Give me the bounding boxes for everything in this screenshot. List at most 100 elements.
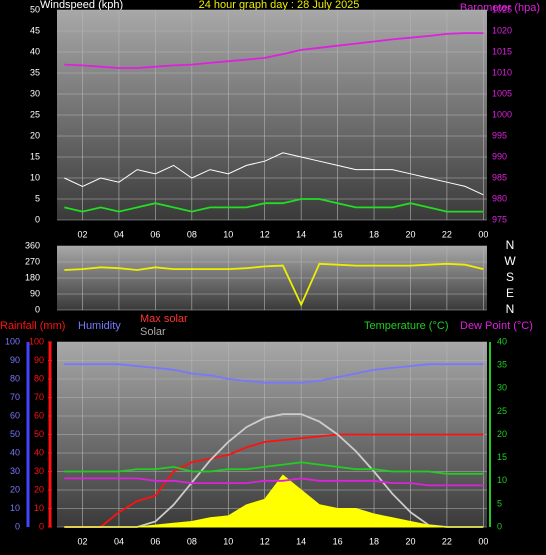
y2-tick-label: 990 bbox=[492, 151, 507, 161]
x-tick-label: 10 bbox=[223, 536, 233, 546]
compass-label: N bbox=[506, 302, 515, 316]
legend-entry: Max solar bbox=[140, 313, 188, 325]
rain-tick-label: 40 bbox=[34, 447, 44, 457]
x-tick-label: 04 bbox=[114, 229, 124, 239]
y2-tick-label: 975 bbox=[492, 214, 507, 224]
x-tick-label: 18 bbox=[369, 229, 379, 239]
y-tick-label: 60 bbox=[10, 410, 20, 420]
x-tick-label: 12 bbox=[260, 229, 270, 239]
y-tick-label: 40 bbox=[30, 46, 40, 56]
y-tick-label: 100 bbox=[5, 336, 20, 346]
y2-tick-label: 1005 bbox=[492, 88, 512, 98]
y-tick-label: 30 bbox=[30, 88, 40, 98]
legend-entry: Temperature (°C) bbox=[364, 320, 448, 332]
y-tick-label: 70 bbox=[10, 392, 20, 402]
rain-tick-label: 100 bbox=[29, 336, 44, 346]
y-tick-label: 80 bbox=[10, 373, 20, 383]
wind-label: Windspeed (kph) bbox=[40, 0, 123, 11]
y2-tick-label: 15 bbox=[497, 452, 507, 462]
y-tick-label: 0 bbox=[15, 521, 20, 531]
x-tick-label: 08 bbox=[187, 536, 197, 546]
compass-label: W bbox=[504, 254, 516, 268]
x-tick-label: 08 bbox=[187, 229, 197, 239]
y-tick-label: 90 bbox=[10, 355, 20, 365]
x-tick-label: 06 bbox=[150, 229, 160, 239]
legend-entry: Rainfall (mm) bbox=[0, 320, 65, 332]
x-tick-label: 02 bbox=[78, 229, 88, 239]
rain-tick-label: 60 bbox=[34, 410, 44, 420]
x-tick-label: 14 bbox=[296, 229, 306, 239]
x-tick-label: 14 bbox=[296, 536, 306, 546]
y-tick-label: 10 bbox=[30, 172, 40, 182]
x-tick-label: 22 bbox=[442, 229, 452, 239]
y2-tick-label: 1020 bbox=[492, 25, 512, 35]
compass-label: E bbox=[506, 286, 514, 300]
y2-tick-label: 1010 bbox=[492, 67, 512, 77]
x-tick-label: 10 bbox=[223, 229, 233, 239]
y-tick-label: 10 bbox=[10, 503, 20, 513]
x-tick-label: 20 bbox=[405, 229, 415, 239]
y2-tick-label: 30 bbox=[497, 383, 507, 393]
y-tick-label: 15 bbox=[30, 151, 40, 161]
y2-tick-label: 1000 bbox=[492, 109, 512, 119]
rain-tick-label: 50 bbox=[34, 429, 44, 439]
y-tick-label: 30 bbox=[10, 466, 20, 476]
rain-tick-label: 20 bbox=[34, 484, 44, 494]
y-tick-label: 45 bbox=[30, 25, 40, 35]
y-tick-label: 270 bbox=[25, 256, 40, 266]
y2-tick-label: 0 bbox=[497, 521, 502, 531]
y2-tick-label: 25 bbox=[497, 406, 507, 416]
rain-tick-label: 30 bbox=[34, 466, 44, 476]
rain-tick-label: 10 bbox=[34, 503, 44, 513]
rain-tick-label: 80 bbox=[34, 373, 44, 383]
y-tick-label: 5 bbox=[35, 193, 40, 203]
legend-entry: Humidity bbox=[78, 320, 121, 332]
y2-tick-label: 5 bbox=[497, 498, 502, 508]
x-tick-label: 20 bbox=[405, 536, 415, 546]
y2-tick-label: 1015 bbox=[492, 46, 512, 56]
x-tick-label: 18 bbox=[369, 536, 379, 546]
y2-tick-label: 35 bbox=[497, 360, 507, 370]
y-tick-label: 50 bbox=[30, 4, 40, 14]
y-tick-label: 20 bbox=[30, 130, 40, 140]
y-tick-label: 0 bbox=[35, 304, 40, 314]
rain-tick-label: 0 bbox=[39, 521, 44, 531]
series-line bbox=[64, 477, 484, 487]
y2-tick-label: 985 bbox=[492, 172, 507, 182]
x-tick-label: 06 bbox=[150, 536, 160, 546]
compass-label: S bbox=[506, 270, 514, 284]
y2-tick-label: 995 bbox=[492, 130, 507, 140]
y2-tick-label: 10 bbox=[497, 475, 507, 485]
series-line bbox=[64, 152, 484, 196]
series-line bbox=[64, 433, 484, 528]
y2-tick-label: 20 bbox=[497, 429, 507, 439]
series-line bbox=[64, 198, 484, 213]
y-tick-label: 25 bbox=[30, 109, 40, 119]
series-line bbox=[64, 363, 484, 384]
solar-area bbox=[64, 474, 484, 528]
chart-title: 24 hour graph day : 28 July 2025 bbox=[199, 0, 360, 11]
y2-tick-label: 40 bbox=[497, 336, 507, 346]
y-tick-label: 0 bbox=[35, 214, 40, 224]
rain-tick-label: 90 bbox=[34, 355, 44, 365]
rain-tick-label: 70 bbox=[34, 392, 44, 402]
y-tick-label: 360 bbox=[25, 240, 40, 250]
x-tick-label: 12 bbox=[260, 536, 270, 546]
y-tick-label: 20 bbox=[10, 484, 20, 494]
x-tick-label: 04 bbox=[114, 536, 124, 546]
y-tick-label: 35 bbox=[30, 67, 40, 77]
y-tick-label: 90 bbox=[30, 288, 40, 298]
x-tick-label: 02 bbox=[78, 536, 88, 546]
x-tick-label: 00 bbox=[478, 536, 488, 546]
x-tick-label: 16 bbox=[333, 536, 343, 546]
legend-entry: Solar bbox=[140, 326, 166, 338]
y-tick-label: 40 bbox=[10, 447, 20, 457]
y-tick-label: 50 bbox=[10, 429, 20, 439]
legend-entry: Dew Point (°C) bbox=[460, 320, 533, 332]
y2-tick-label: 1025 bbox=[492, 4, 512, 14]
series-line bbox=[64, 461, 484, 475]
x-tick-label: 16 bbox=[333, 229, 343, 239]
series-line bbox=[64, 32, 484, 69]
x-tick-label: 22 bbox=[442, 536, 452, 546]
